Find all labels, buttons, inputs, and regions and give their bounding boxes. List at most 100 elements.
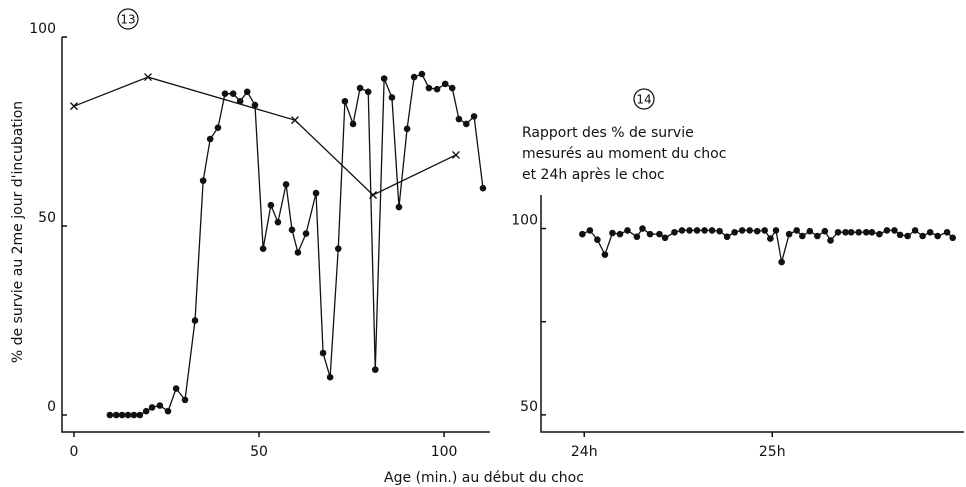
annotation: Rapport des % de survie (522, 125, 694, 141)
y-tick-label: 50 (38, 210, 56, 226)
dot-marker (364, 88, 372, 96)
dot-marker (716, 227, 723, 235)
dot-marker (883, 227, 891, 234)
dot-marker (142, 407, 150, 415)
dot-marker (288, 226, 296, 234)
dot-marker (371, 366, 379, 373)
dot-marker (639, 225, 646, 232)
dot-marker (904, 232, 911, 240)
dot-marker (259, 245, 267, 252)
x-tick-label: 0 (70, 444, 79, 460)
y-tick-label: 100 (511, 213, 538, 229)
dot-marker (753, 227, 761, 235)
dot-marker (441, 80, 449, 88)
dot-marker (772, 227, 780, 234)
dot-marker (236, 97, 244, 105)
dot-marker (821, 227, 829, 235)
x-axis-label: Age (min.) au début du choc (384, 470, 584, 486)
dot-marker (778, 258, 785, 266)
dot-marker (785, 230, 793, 238)
cross-marker (69, 102, 78, 111)
dot-marker (842, 228, 849, 236)
dot-marker (267, 201, 275, 209)
dot-marker (949, 234, 957, 242)
x-tick-label: 100 (431, 444, 458, 460)
dot-marker (919, 232, 926, 240)
dot-marker (341, 97, 349, 105)
dot-marker (926, 228, 934, 236)
dot-marker (136, 411, 144, 419)
dot-marker (761, 227, 769, 234)
dot-marker (191, 317, 199, 324)
y-axis-label: % de survie au 2me jour d'incubation (10, 101, 26, 363)
dot-marker (738, 227, 746, 234)
dot-marker (911, 227, 919, 234)
dot-marker (891, 227, 898, 234)
axes (61, 37, 490, 433)
panel-label: 13 (120, 13, 135, 27)
dot-marker (633, 233, 641, 241)
dot-marker (594, 236, 601, 244)
dot-marker (124, 411, 132, 419)
dot-marker (172, 385, 180, 392)
dot-marker (646, 230, 654, 238)
dot-marker (425, 84, 433, 92)
dot-marker (579, 230, 586, 238)
cross-marker (290, 116, 299, 125)
dot-marker (302, 230, 310, 237)
dot-marker (164, 407, 172, 415)
y-tick-label: 0 (47, 399, 56, 415)
dot-marker (380, 75, 388, 82)
dot-marker (827, 237, 834, 244)
dot-marker (806, 227, 814, 235)
dot-marker (671, 228, 678, 236)
dot-marker (455, 115, 463, 123)
cross-marker (369, 191, 378, 199)
dot-marker (106, 411, 114, 419)
dot-marker (746, 227, 753, 234)
dot-marker (814, 232, 821, 240)
dot-marker (156, 402, 164, 409)
dot-marker (896, 231, 904, 239)
x-tick-label: 25h (759, 444, 786, 460)
cross-marker (451, 150, 460, 159)
dot-marker (251, 101, 259, 109)
dot-marker (656, 230, 663, 238)
dot-marker (326, 373, 334, 381)
dot-marker (418, 70, 426, 78)
dot-marker (943, 228, 951, 236)
dot-marker (294, 249, 302, 256)
dot-marker (112, 411, 120, 419)
dot-marker (206, 135, 214, 143)
dot-marker (661, 234, 669, 242)
dot-marker (731, 228, 738, 236)
dot-marker (334, 245, 342, 252)
dot-marker (312, 189, 320, 197)
dot-marker (767, 235, 774, 242)
dot-marker (723, 233, 731, 241)
dot-marker (616, 230, 624, 238)
series-line (73, 76, 457, 196)
dot-marker (701, 227, 708, 234)
cross-marker (144, 73, 153, 82)
y-tick-label: 50 (520, 399, 538, 415)
series-line (582, 227, 954, 263)
dot-marker (678, 227, 686, 234)
dot-marker (793, 227, 800, 234)
panel-circle (117, 8, 139, 30)
dot-marker (148, 404, 156, 411)
dot-marker (282, 181, 290, 188)
dot-marker (181, 396, 189, 404)
dot-marker (433, 85, 441, 93)
dot-marker (693, 227, 701, 234)
dot-marker (243, 88, 251, 96)
dot-marker (410, 73, 418, 81)
dot-marker (349, 120, 357, 128)
dot-marker (862, 228, 870, 236)
y-tick-label: 100 (29, 21, 56, 37)
dot-marker (388, 94, 396, 101)
dot-marker (799, 232, 806, 240)
axes (540, 195, 964, 433)
panel-circle (633, 88, 655, 110)
dot-marker (708, 227, 716, 234)
